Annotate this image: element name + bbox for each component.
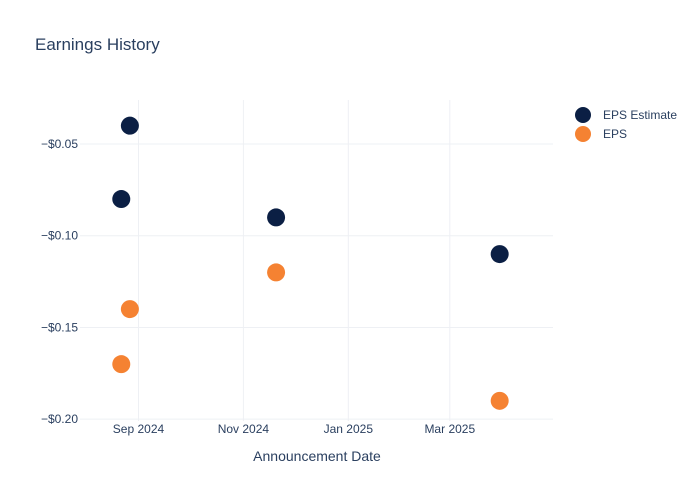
y-tick-label: −$0.05 [41, 137, 78, 151]
x-tick-label: Jan 2025 [324, 422, 374, 436]
y-tick-label: −$0.10 [41, 229, 78, 243]
mark-layer [112, 116, 509, 410]
eps-estimate-point [490, 245, 509, 264]
legend-marker-eps[interactable] [575, 126, 591, 142]
eps-estimate-point [120, 116, 139, 135]
eps-estimate-point [112, 190, 131, 209]
eps-estimate-point [267, 208, 286, 227]
legend-marker-eps-estimate[interactable] [575, 107, 591, 123]
y-tick-label: −$0.15 [41, 320, 78, 334]
x-tick-label: Sep 2024 [113, 422, 165, 436]
x-axis-title: Announcement Date [253, 448, 381, 464]
eps-point [267, 263, 286, 282]
legend-label-eps[interactable]: EPS [603, 127, 627, 141]
x-tick-label: Nov 2024 [218, 422, 270, 436]
eps-point [112, 355, 131, 374]
x-tick-label: Mar 2025 [424, 422, 475, 436]
eps-point [490, 391, 509, 410]
grid-layer [80, 100, 553, 421]
y-tick-label: −$0.20 [41, 412, 78, 426]
legend-label-eps-estimate[interactable]: EPS Estimate [603, 108, 677, 122]
eps-point [120, 300, 139, 319]
chart-title: Earnings History [35, 35, 160, 54]
axis-layer: Sep 2024 Nov 2024 Jan 2025 Mar 2025 −$0.05 −$… [41, 137, 476, 436]
legend[interactable]: EPS Estimate EPS [575, 107, 677, 142]
